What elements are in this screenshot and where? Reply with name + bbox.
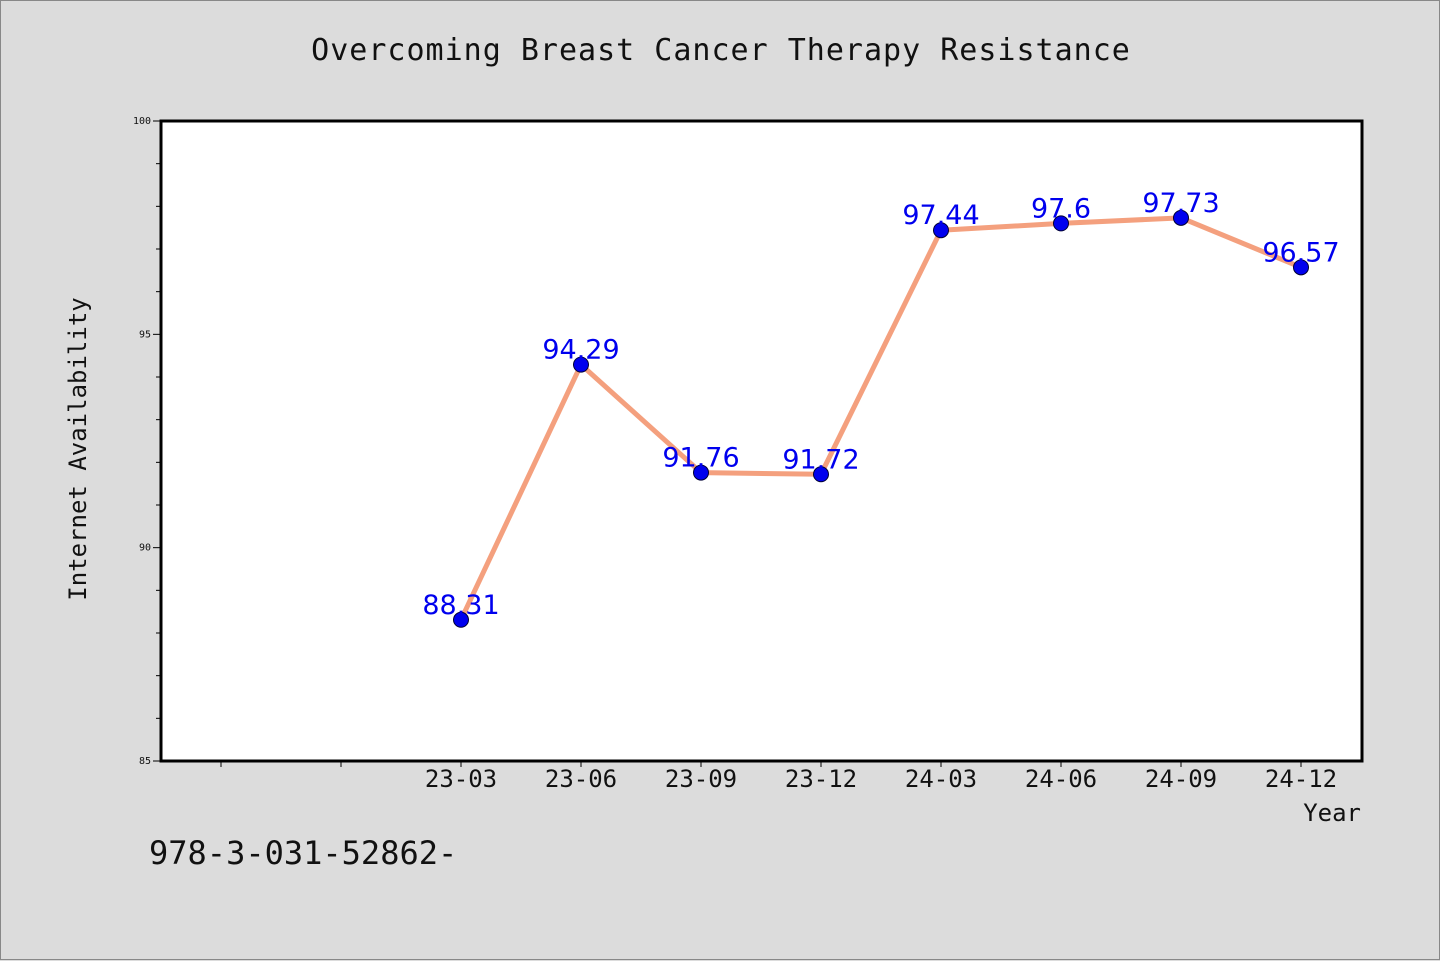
- y-tick-label: 100: [133, 116, 151, 127]
- chart-title: Overcoming Breast Cancer Therapy Resista…: [311, 33, 1131, 68]
- data-label: 97.73: [1142, 188, 1219, 219]
- x-tick-label: 24-12: [1265, 765, 1337, 793]
- data-point: [453, 611, 469, 628]
- plot-area: [159, 119, 1364, 763]
- x-axis: 23-03 23-06 23-09 23-12 24-03 24-06 24-09 24-12: [220, 761, 1337, 793]
- x-tick-label: 23-06: [545, 765, 617, 793]
- x-tick-label: 24-03: [905, 765, 977, 793]
- data-label: 94.29: [542, 335, 619, 366]
- x-tick-label: 24-09: [1145, 765, 1217, 793]
- data-label: 91.76: [662, 443, 739, 474]
- series-line: [458, 215, 1302, 621]
- y-tick-label: 95: [139, 329, 151, 340]
- data-label: 88.31: [422, 590, 499, 621]
- data-labels: 88.31 94.29 91.76 91.72 97.44 97.6 97.73 96.57: [422, 188, 1339, 621]
- y-axis: 85 90 95 100: [133, 116, 161, 767]
- data-point: [1173, 209, 1189, 226]
- data-point: [693, 464, 709, 481]
- data-label: 91.72: [782, 444, 859, 475]
- y-tick-label: 90: [139, 543, 151, 554]
- data-label: 96.57: [1262, 237, 1339, 268]
- y-axis-label: Internet Availability: [64, 297, 92, 600]
- data-point: [933, 222, 949, 239]
- x-tick-label: 23-09: [665, 765, 737, 793]
- data-point: [573, 356, 589, 373]
- x-tick-label: 23-03: [425, 765, 497, 793]
- data-label: 97.6: [1031, 193, 1091, 224]
- data-point: [1293, 259, 1309, 276]
- footer-isbn-text: 978-3-031-52862-: [149, 834, 458, 872]
- data-point: [813, 466, 829, 483]
- x-tick-label: 23-12: [785, 765, 857, 793]
- data-label: 97.44: [902, 200, 979, 231]
- y-tick-label: 85: [139, 756, 151, 767]
- x-axis-label: Year: [1303, 799, 1361, 827]
- series-markers: [453, 209, 1309, 628]
- data-point: [1053, 215, 1069, 232]
- x-tick-label: 24-06: [1025, 765, 1097, 793]
